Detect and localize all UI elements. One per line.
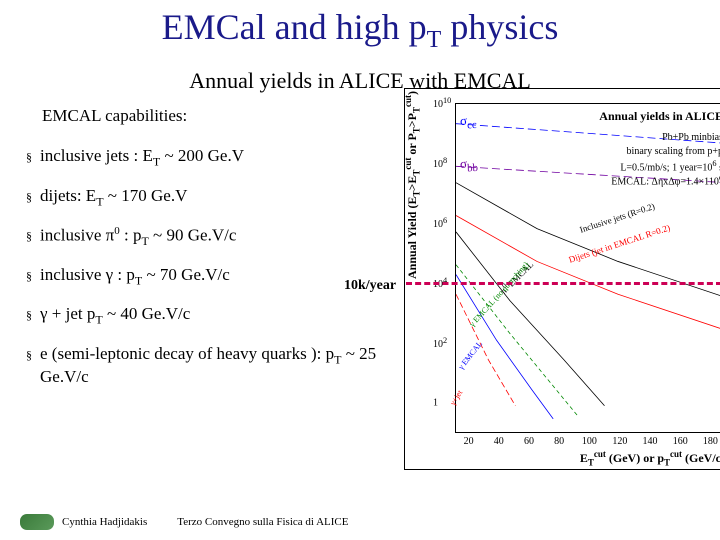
chart-info-line: binary scaling from p+p [627, 145, 720, 158]
xtick: 120 [612, 436, 627, 447]
ytick: 108 [433, 156, 447, 170]
ytick: 102 [433, 336, 447, 350]
annotation-10k: 10k/year [344, 278, 396, 294]
xtick: 140 [643, 436, 658, 447]
annotation-line [406, 282, 720, 285]
infn-logo-icon [20, 514, 54, 530]
capabilities-heading: EMCAL capabilities: [42, 106, 400, 126]
bullet-item: e (semi-leptonic decay of heavy quarks )… [30, 344, 400, 387]
xtick: 80 [554, 436, 564, 447]
xtick: 40 [494, 436, 504, 447]
xtick: 100 [582, 436, 597, 447]
yield-chart: Annual Yield (ET>ETcut or PT>PTcut) ETcu… [404, 88, 720, 470]
curve-label: σbb [460, 155, 478, 174]
chart-info-line: Pb+Pb minbias [662, 131, 720, 144]
footer: Cynthia Hadjidakis Terzo Convegno sulla … [20, 514, 700, 530]
footer-event: Terzo Convegno sulla Fisica di ALICE [177, 516, 348, 528]
ytick: 106 [433, 216, 447, 230]
left-column: EMCAL capabilities: inclusive jets : ET … [0, 106, 400, 403]
xtick: 20 [464, 436, 474, 447]
right-column: Annual Yield (ET>ETcut or PT>PTcut) ETcu… [400, 106, 720, 403]
chart-ylabel: Annual Yield (ET>ETcut or PT>PTcut) [403, 91, 421, 279]
xtick: 180 [703, 436, 718, 447]
bullet-item: inclusive jets : ET ~ 200 Ge.V [30, 146, 400, 169]
curve-label: σcc [460, 113, 477, 132]
content-area: EMCAL capabilities: inclusive jets : ET … [0, 106, 720, 403]
xtick: 60 [524, 436, 534, 447]
footer-author: Cynthia Hadjidakis [62, 516, 147, 528]
chart-xlabel: ETcut (GeV) or pTcut (GeV/c) [580, 449, 720, 467]
bullet-item: dijets: ET ~ 170 Ge.V [30, 186, 400, 209]
slide-title: EMCal and high pT physics [0, 0, 720, 54]
xtick: 160 [673, 436, 688, 447]
bullet-item: inclusive π0 : pT ~ 90 Ge.V/c [30, 225, 400, 249]
bullet-item: γ + jet pT ~ 40 Ge.V/c [30, 304, 400, 327]
ytick: 1 [433, 398, 438, 409]
ytick: 1010 [433, 96, 451, 110]
chart-info-line: EMCAL: ΔηxΔφ=1.4×110o [611, 173, 720, 188]
chart-title: Annual yields in ALICE [599, 109, 720, 124]
